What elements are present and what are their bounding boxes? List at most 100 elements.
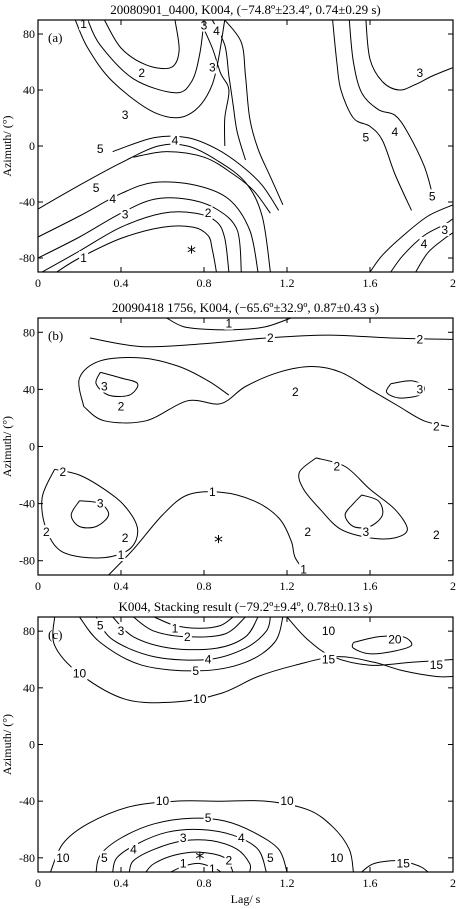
contour-label: 2: [60, 465, 67, 479]
contour-line-level-2: [87, 20, 205, 94]
panel-b: 20090418 1756, K004, (−65.6º±32.9º, 0.87…: [0, 300, 456, 593]
contour-line-level-2: [145, 851, 234, 872]
contour-line-level-5: [38, 143, 271, 272]
contour-label-bg: [58, 465, 68, 479]
contour-label: 1: [226, 317, 233, 331]
contour-label-bg: [128, 842, 138, 856]
contour-line-level-3: [128, 839, 252, 872]
contour-label-bg: [290, 385, 300, 399]
contour-label-bg: [265, 330, 275, 344]
contour-label: 15: [430, 658, 444, 672]
x-tick-label: 0.8: [197, 276, 212, 290]
contour-label-bg: [182, 629, 192, 643]
contour-line-level-2: [41, 468, 139, 559]
contour-label-bg: [120, 207, 130, 221]
contour-line-level-3: [199, 20, 230, 147]
x-tick-label: 0.4: [114, 579, 129, 593]
y-tick-label: 80: [23, 624, 35, 638]
contour-label: 1: [209, 862, 216, 876]
contour-label: 2: [205, 206, 212, 220]
contour-label-bg: [116, 399, 126, 413]
contour-line-level-10: [52, 617, 453, 704]
contour-label: 3: [180, 831, 187, 845]
contour-label: 5: [192, 664, 199, 678]
contour-label: 5: [429, 189, 436, 203]
contour-label-bg: [207, 862, 217, 872]
contour-label-bg: [211, 24, 221, 38]
contour-label: 10: [73, 667, 87, 681]
contour-line-level-4: [348, 20, 433, 194]
contour-label-bg: [415, 382, 425, 396]
contour-label-bg: [191, 692, 208, 706]
x-tick-label: 1.6: [363, 876, 378, 890]
contour-label: 2: [416, 332, 423, 346]
x-tick-label: 0.8: [197, 579, 212, 593]
contour-label: 2: [118, 400, 125, 414]
contour-label: 3: [441, 223, 448, 237]
contour-label: 3: [416, 66, 423, 80]
y-tick-label: 40: [23, 681, 35, 695]
contour-label: 5: [97, 619, 104, 633]
contour-label-bg: [415, 66, 425, 80]
panel-label: (a): [48, 30, 62, 45]
y-tick-label: -40: [19, 195, 35, 209]
contour-label: 1: [300, 562, 307, 576]
contour-label: 5: [101, 851, 108, 865]
contour-line-level-15: [286, 617, 453, 666]
x-tick-label: 0.4: [114, 876, 129, 890]
contour-label-bg: [137, 66, 147, 80]
best-estimate-marker: *: [195, 849, 204, 870]
contour-label: 1: [180, 857, 187, 871]
contour-label: 1: [118, 548, 125, 562]
contour-label-bg: [415, 332, 425, 346]
contour-label: 3: [209, 61, 216, 75]
contour-label: 4: [172, 133, 179, 147]
contour-label: 2: [184, 630, 191, 644]
contour-line-level-2: [83, 365, 450, 427]
contour-label: 10: [280, 794, 294, 808]
contour-label-bg: [79, 20, 89, 31]
panel-title: 20080901_0400, K004, (−74.8º±23.4º, 0.74…: [110, 2, 381, 17]
x-tick-label: 2: [450, 579, 456, 593]
contour-label: 3: [122, 208, 129, 222]
contour-label: 10: [322, 624, 336, 638]
contour-label-bg: [224, 318, 234, 330]
contour-label-bg: [116, 548, 126, 562]
y-tick-label: 0: [29, 139, 35, 153]
contour-line-level-4: [112, 135, 280, 211]
contour-line-level-5: [95, 817, 288, 872]
contour-label: 10: [56, 851, 70, 865]
x-tick-label: 0: [35, 876, 41, 890]
contour-label: 5: [205, 811, 212, 825]
contour-line-level-4: [211, 20, 246, 161]
x-tick-label: 1.6: [363, 579, 378, 593]
contour-line-level-4: [112, 828, 267, 872]
contour-label: 2: [43, 525, 50, 539]
contour-label: 3: [416, 382, 423, 396]
y-tick-label: -80: [19, 851, 35, 865]
contour-label: 4: [205, 653, 212, 667]
x-tick-label: 1.2: [280, 876, 295, 890]
contour-label-bg: [79, 251, 89, 264]
contour-label: 1: [80, 251, 87, 265]
contour-label-bg: [386, 632, 403, 646]
contour-line-level-3: [95, 371, 139, 398]
contour-label-bg: [170, 133, 180, 147]
contour-label-bg: [361, 525, 371, 539]
contour-label-bg: [71, 666, 88, 680]
contour-line-level-5: [224, 20, 284, 206]
contour-label: 3: [101, 380, 108, 394]
contour-label-bg: [431, 419, 441, 433]
panel-title: K004, Stacking result (−79.2º±9.4º, 0.78…: [119, 599, 373, 614]
y-tick-label: 80: [23, 325, 35, 339]
contour-label: 1: [172, 621, 179, 635]
contour-label: 10: [330, 851, 344, 865]
contour-label: 5: [267, 851, 274, 865]
axes-frame: [37, 317, 454, 576]
contour-label-bg: [178, 831, 188, 844]
contour-label-bg: [203, 652, 213, 666]
best-estimate-marker: *: [187, 243, 196, 264]
contour-label-bg: [41, 525, 51, 539]
